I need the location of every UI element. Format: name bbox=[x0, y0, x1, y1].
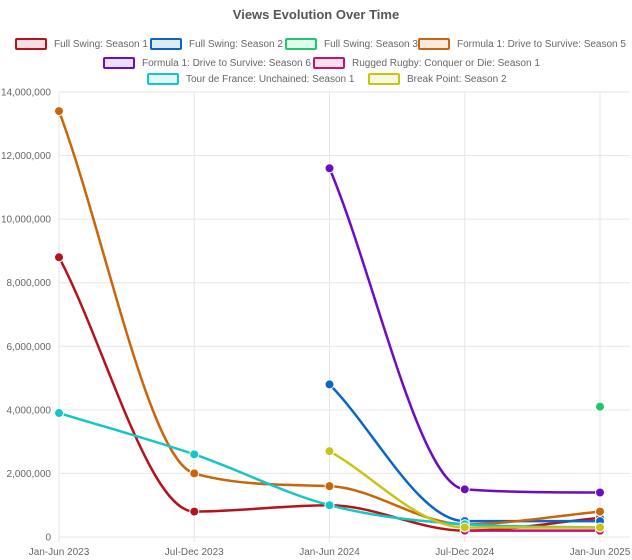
data-point-full-swing-season-3 bbox=[595, 401, 605, 412]
legend-swatch bbox=[418, 38, 450, 50]
data-point-break-point-season-2 bbox=[459, 522, 470, 533]
legend-item-full-swing-season-3[interactable]: Full Swing: Season 3 bbox=[285, 38, 418, 50]
x-tick-label: Jul-Dec 2023 bbox=[165, 547, 224, 558]
legend-item-formula-1-drive-to-survive-season-5[interactable]: Formula 1: Drive to Survive: Season 5 bbox=[418, 38, 626, 50]
legend-item-full-swing-season-1[interactable]: Full Swing: Season 1 bbox=[15, 38, 148, 50]
legend-swatch bbox=[150, 38, 182, 50]
legend-swatch bbox=[103, 57, 135, 69]
series-line-formula-1-drive-to-survive-season-6 bbox=[328, 167, 602, 494]
data-point-full-swing-season-1 bbox=[54, 252, 64, 263]
y-tick-label: 4,000,000 bbox=[7, 405, 52, 416]
legend-swatch bbox=[15, 38, 47, 50]
data-point-full-swing-season-1 bbox=[189, 506, 200, 517]
data-point-tour-de-france-unchained-season-1 bbox=[54, 408, 64, 419]
legend-label: Break Point: Season 2 bbox=[407, 73, 507, 85]
data-point-full-swing-season-2 bbox=[324, 379, 335, 390]
legend-item-tour-de-france-unchained-season-1[interactable]: Tour de France: Unchained: Season 1 bbox=[147, 73, 354, 85]
legend-swatch bbox=[313, 57, 345, 69]
legend-swatch bbox=[285, 38, 317, 50]
data-point-formula-1-drive-to-survive-season-5 bbox=[54, 106, 64, 117]
legend-swatch bbox=[147, 73, 179, 85]
x-tick-label: Jul-Dec 2024 bbox=[435, 547, 494, 558]
y-tick-label: 14,000,000 bbox=[1, 88, 51, 99]
legend-swatch bbox=[368, 73, 400, 85]
data-point-formula-1-drive-to-survive-season-6 bbox=[324, 163, 335, 174]
chart-title: Views Evolution Over Time bbox=[232, 7, 400, 22]
y-tick-label: 2,000,000 bbox=[7, 469, 52, 480]
data-point-formula-1-drive-to-survive-season-6 bbox=[595, 487, 605, 498]
legend-item-formula-1-drive-to-survive-season-6[interactable]: Formula 1: Drive to Survive: Season 6 bbox=[103, 57, 311, 69]
legend-label: Full Swing: Season 3 bbox=[324, 38, 418, 50]
x-tick-label: Jan-Jun 2025 bbox=[570, 547, 631, 558]
legend-item-full-swing-season-2[interactable]: Full Swing: Season 2 bbox=[150, 38, 283, 50]
x-tick-label: Jan-Jun 2024 bbox=[299, 547, 360, 558]
y-tick-label: 8,000,000 bbox=[7, 278, 52, 289]
chart-legend: Full Swing: Season 1 Full Swing: Season 2… bbox=[0, 35, 632, 87]
data-point-formula-1-drive-to-survive-season-5 bbox=[595, 506, 605, 517]
y-tick-label: 12,000,000 bbox=[1, 151, 51, 162]
series-line-formula-1-drive-to-survive-season-5 bbox=[57, 109, 602, 526]
y-tick-label: 0 bbox=[45, 533, 51, 544]
legend-item-break-point-season-2[interactable]: Break Point: Season 2 bbox=[368, 73, 507, 85]
data-point-formula-1-drive-to-survive-season-5 bbox=[324, 481, 335, 492]
data-point-tour-de-france-unchained-season-1 bbox=[189, 449, 200, 460]
legend-label: Full Swing: Season 1 bbox=[54, 38, 148, 50]
data-point-formula-1-drive-to-survive-season-5 bbox=[189, 468, 200, 479]
data-point-break-point-season-2 bbox=[595, 522, 605, 533]
legend-label: Rugged Rugby: Conquer or Die: Season 1 bbox=[352, 57, 540, 69]
legend-label: Tour de France: Unchained: Season 1 bbox=[186, 73, 355, 85]
y-tick-label: 10,000,000 bbox=[1, 215, 51, 226]
data-point-break-point-season-2 bbox=[324, 446, 335, 457]
data-point-formula-1-drive-to-survive-season-6 bbox=[459, 484, 470, 495]
legend-label: Full Swing: Season 2 bbox=[189, 38, 283, 50]
legend-label: Formula 1: Drive to Survive: Season 5 bbox=[457, 38, 626, 50]
x-tick-label: Jan-Jun 2023 bbox=[29, 547, 90, 558]
data-point-tour-de-france-unchained-season-1 bbox=[324, 500, 335, 511]
legend-label: Formula 1: Drive to Survive: Season 6 bbox=[142, 57, 311, 69]
legend-item-rugged-rugby-conquer-or-die-season-1[interactable]: Rugged Rugby: Conquer or Die: Season 1 bbox=[313, 57, 540, 69]
y-tick-label: 6,000,000 bbox=[7, 342, 52, 353]
